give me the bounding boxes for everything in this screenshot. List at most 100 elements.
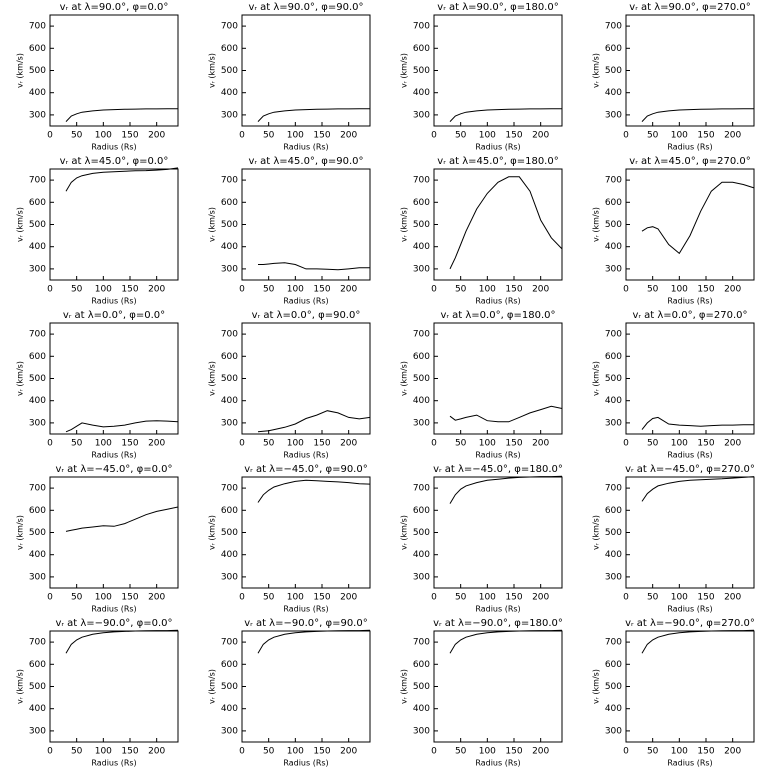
x-tick-label: 100	[95, 747, 112, 757]
x-tick-label: 50	[71, 439, 83, 449]
x-axis-label: Radius (Rs)	[475, 143, 520, 152]
y-tick-label: 600	[221, 660, 238, 670]
x-axis-label: Radius (Rs)	[667, 605, 712, 614]
y-tick-label: 600	[413, 660, 430, 670]
x-axis-label: Radius (Rs)	[283, 605, 328, 614]
y-tick-label: 700	[605, 638, 622, 648]
y-tick-label: 600	[413, 198, 430, 208]
x-tick-label: 50	[263, 747, 275, 757]
plot-frame	[625, 476, 755, 589]
plot-title: vᵣ at λ=0.0°, φ=180.0°	[440, 310, 555, 321]
y-tick-label: 500	[605, 374, 622, 384]
y-tick-label: 400	[29, 704, 46, 714]
x-tick-label: 100	[95, 593, 112, 603]
y-tick-label: 500	[221, 682, 238, 692]
data-line	[641, 476, 755, 502]
x-tick-label: 100	[95, 285, 112, 295]
y-tick-label: 400	[413, 88, 430, 98]
x-tick-label: 0	[623, 439, 629, 449]
y-tick-label: 700	[221, 484, 238, 494]
y-axis-label: vᵣ (km/s)	[208, 207, 217, 242]
x-tick-label: 150	[505, 131, 522, 141]
y-axis-label: vᵣ (km/s)	[208, 361, 217, 396]
x-tick-label: 200	[724, 439, 741, 449]
data-line	[257, 410, 371, 433]
y-tick-label: 400	[605, 396, 622, 406]
y-tick-label: 700	[413, 22, 430, 32]
y-tick-label: 500	[605, 528, 622, 538]
x-tick-label: 50	[71, 593, 83, 603]
x-tick-label: 150	[697, 439, 714, 449]
y-tick-label: 600	[605, 506, 622, 516]
plot-title: vᵣ at λ=−45.0°, φ=180.0°	[433, 464, 563, 475]
x-tick-label: 200	[340, 131, 357, 141]
x-axis-label: Radius (Rs)	[91, 143, 136, 152]
x-tick-label: 0	[239, 439, 245, 449]
x-tick-label: 0	[431, 747, 437, 757]
plot-title: vᵣ at λ=−90.0°, φ=270.0°	[625, 618, 755, 629]
y-tick-label: 500	[29, 374, 46, 384]
x-tick-label: 0	[47, 593, 53, 603]
plot-title: vᵣ at λ=45.0°, φ=0.0°	[60, 156, 169, 167]
y-tick-label: 700	[605, 484, 622, 494]
x-tick-label: 100	[95, 439, 112, 449]
data-line	[257, 108, 370, 122]
x-tick-label: 100	[287, 131, 304, 141]
y-axis-label: vᵣ (km/s)	[592, 207, 601, 242]
y-tick-label: 400	[221, 88, 238, 98]
x-tick-label: 100	[287, 593, 304, 603]
x-tick-label: 200	[340, 593, 357, 603]
x-tick-label: 100	[671, 593, 688, 603]
y-tick-label: 700	[605, 330, 622, 340]
x-tick-label: 100	[671, 747, 688, 757]
x-axis-label: Radius (Rs)	[283, 143, 328, 152]
x-tick-label: 100	[671, 131, 688, 141]
plot-frame	[625, 168, 755, 281]
x-tick-label: 100	[287, 439, 304, 449]
y-tick-label: 300	[221, 572, 238, 582]
plot-title: vᵣ at λ=90.0°, φ=0.0°	[60, 2, 169, 13]
y-axis-label: vᵣ (km/s)	[400, 361, 409, 396]
data-line	[257, 479, 371, 503]
x-tick-label: 50	[455, 285, 467, 295]
y-tick-label: 400	[221, 550, 238, 560]
y-tick-label: 400	[221, 396, 238, 406]
y-tick-label: 300	[221, 264, 238, 274]
y-tick-label: 600	[221, 44, 238, 54]
y-tick-label: 600	[29, 506, 46, 516]
x-tick-label: 0	[431, 131, 437, 141]
x-tick-label: 100	[479, 747, 496, 757]
x-axis-label: Radius (Rs)	[475, 605, 520, 614]
x-axis-label: Radius (Rs)	[91, 605, 136, 614]
x-axis-label: Radius (Rs)	[91, 297, 136, 306]
y-tick-label: 600	[221, 352, 238, 362]
plot-title: vᵣ at λ=0.0°, φ=90.0°	[252, 310, 361, 321]
y-axis-label: vᵣ (km/s)	[16, 207, 25, 242]
x-tick-label: 200	[148, 439, 165, 449]
y-tick-label: 500	[413, 682, 430, 692]
data-line	[641, 629, 755, 654]
y-axis-label: vᵣ (km/s)	[400, 53, 409, 88]
plot-title: vᵣ at λ=0.0°, φ=270.0°	[632, 310, 747, 321]
x-tick-label: 0	[239, 285, 245, 295]
x-tick-label: 50	[455, 439, 467, 449]
data-line	[449, 108, 562, 122]
y-tick-label: 600	[413, 44, 430, 54]
plot-title: vᵣ at λ=90.0°, φ=180.0°	[437, 2, 558, 13]
x-tick-label: 50	[455, 593, 467, 603]
y-tick-label: 500	[29, 528, 46, 538]
x-tick-label: 150	[121, 439, 138, 449]
x-tick-label: 200	[148, 131, 165, 141]
plot-frame	[241, 476, 371, 589]
data-line	[65, 420, 179, 433]
y-axis-label: vᵣ (km/s)	[400, 207, 409, 242]
y-tick-label: 700	[29, 638, 46, 648]
y-tick-label: 300	[221, 418, 238, 428]
y-tick-label: 500	[605, 66, 622, 76]
x-tick-label: 150	[313, 439, 330, 449]
plot-title: vᵣ at λ=0.0°, φ=0.0°	[63, 310, 165, 321]
y-tick-label: 500	[221, 66, 238, 76]
plot-title: vᵣ at λ=−45.0°, φ=270.0°	[625, 464, 755, 475]
y-tick-label: 700	[605, 22, 622, 32]
